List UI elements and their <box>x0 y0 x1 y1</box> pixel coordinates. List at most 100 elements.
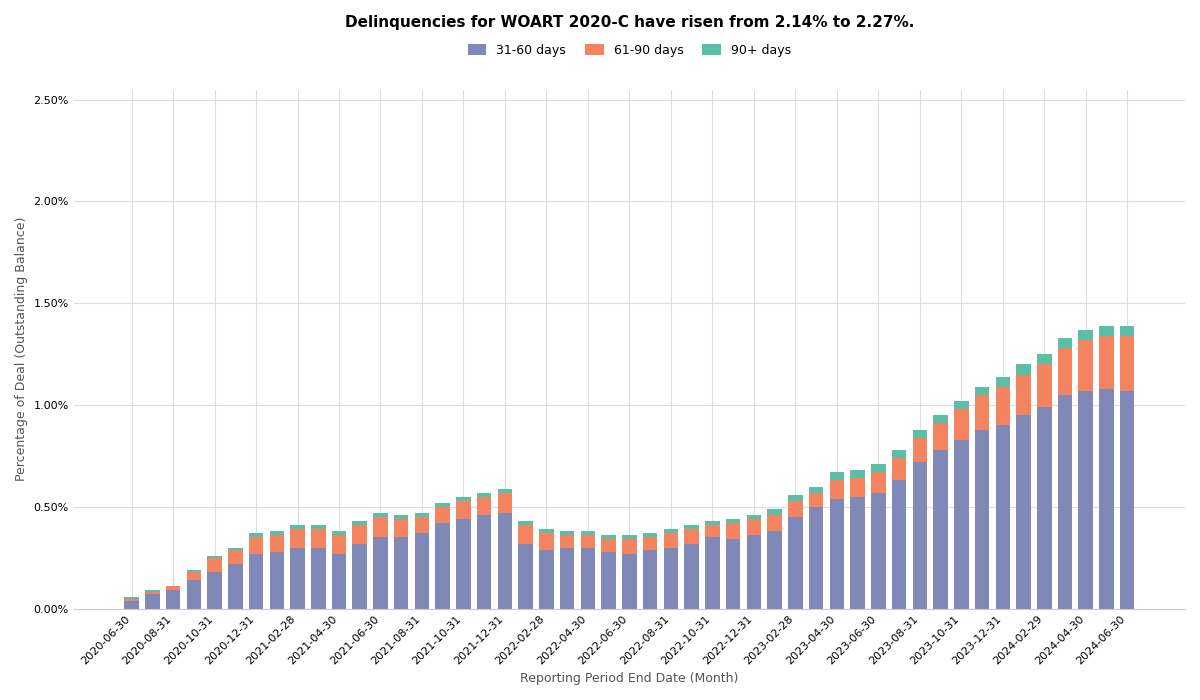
Bar <box>892 450 906 458</box>
Bar <box>290 525 305 529</box>
Bar <box>996 377 1010 387</box>
Bar <box>664 547 678 609</box>
Bar <box>539 529 553 533</box>
Bar <box>166 587 180 590</box>
Bar <box>456 500 470 519</box>
Bar <box>311 547 325 609</box>
Bar <box>353 525 367 544</box>
Bar <box>912 462 928 609</box>
Bar <box>581 531 595 536</box>
Bar <box>498 489 512 493</box>
Bar <box>829 480 844 499</box>
Bar <box>974 395 989 430</box>
Bar <box>912 430 928 438</box>
Bar <box>394 515 408 519</box>
Bar <box>560 536 575 547</box>
Bar <box>311 525 325 529</box>
Bar <box>706 525 720 538</box>
Bar <box>518 522 533 525</box>
Bar <box>622 540 637 554</box>
Bar <box>912 438 928 462</box>
Bar <box>1016 415 1031 609</box>
Bar <box>145 594 160 609</box>
Bar <box>456 519 470 609</box>
Bar <box>145 592 160 594</box>
Bar <box>726 519 740 523</box>
Bar <box>809 507 823 609</box>
Bar <box>373 517 388 538</box>
Bar <box>684 529 698 544</box>
Bar <box>996 387 1010 426</box>
Bar <box>331 531 347 536</box>
Bar <box>248 554 263 609</box>
Bar <box>436 523 450 609</box>
Bar <box>829 473 844 480</box>
Bar <box>498 513 512 609</box>
Bar <box>186 570 202 572</box>
Bar <box>1037 365 1051 407</box>
Bar <box>706 522 720 525</box>
Bar <box>125 601 139 609</box>
Bar <box>871 464 886 473</box>
Bar <box>581 547 595 609</box>
Bar <box>934 415 948 424</box>
Bar <box>228 547 242 550</box>
Bar <box>476 515 492 609</box>
Bar <box>1099 389 1114 609</box>
Bar <box>270 536 284 552</box>
Bar <box>829 499 844 609</box>
Bar <box>331 554 347 609</box>
Bar <box>436 507 450 523</box>
Bar <box>788 495 803 500</box>
Bar <box>539 550 553 609</box>
Bar <box>290 547 305 609</box>
Bar <box>1099 326 1114 336</box>
Bar <box>353 522 367 525</box>
Bar <box>1016 365 1031 374</box>
Bar <box>996 426 1010 609</box>
Bar <box>767 515 782 531</box>
Bar <box>974 430 989 609</box>
Bar <box>539 533 553 550</box>
Bar <box>353 544 367 609</box>
Bar <box>871 493 886 609</box>
Bar <box>186 580 202 609</box>
Bar <box>767 531 782 609</box>
Bar <box>1057 338 1073 348</box>
Bar <box>851 497 865 609</box>
Bar <box>394 519 408 538</box>
Bar <box>208 556 222 558</box>
Bar <box>290 529 305 547</box>
Bar <box>518 544 533 609</box>
Bar <box>934 450 948 609</box>
Bar <box>809 493 823 507</box>
Bar <box>1120 326 1134 336</box>
Title: Delinquencies for WOART 2020-C have risen from 2.14% to 2.27%.: Delinquencies for WOART 2020-C have rise… <box>344 15 914 30</box>
Bar <box>415 517 430 533</box>
Bar <box>1057 395 1073 609</box>
Bar <box>415 533 430 609</box>
Bar <box>1079 340 1093 391</box>
Bar <box>125 598 139 601</box>
Bar <box>892 458 906 480</box>
Bar <box>684 525 698 529</box>
Bar <box>186 572 202 580</box>
Bar <box>208 572 222 609</box>
Bar <box>684 544 698 609</box>
Bar <box>954 440 968 609</box>
Bar <box>643 538 658 550</box>
Bar <box>643 533 658 538</box>
Legend: 31-60 days, 61-90 days, 90+ days: 31-60 days, 61-90 days, 90+ days <box>463 38 796 62</box>
Bar <box>746 515 761 519</box>
Bar <box>560 547 575 609</box>
Bar <box>622 554 637 609</box>
Bar <box>394 538 408 609</box>
Bar <box>954 410 968 440</box>
Bar <box>270 531 284 536</box>
Bar <box>331 536 347 554</box>
Bar <box>851 470 865 478</box>
Bar <box>788 500 803 517</box>
Bar <box>622 536 637 540</box>
Bar <box>1079 391 1093 609</box>
Bar <box>643 550 658 609</box>
